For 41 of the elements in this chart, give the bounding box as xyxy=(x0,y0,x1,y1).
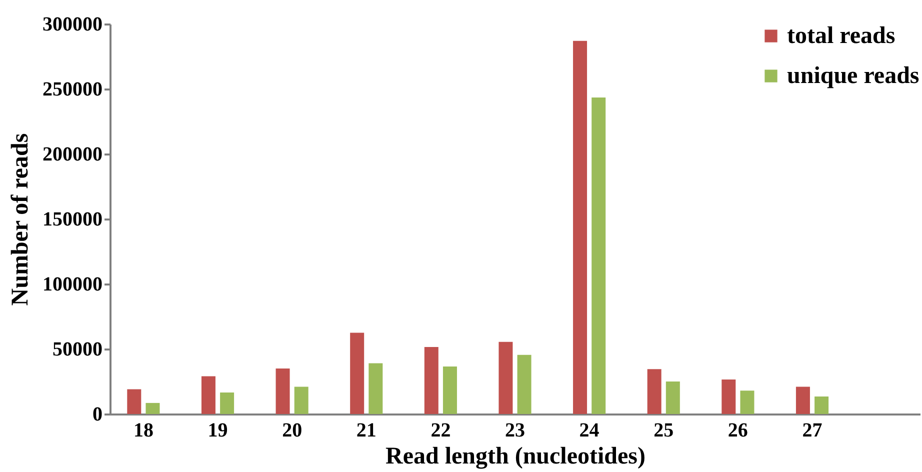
x-tick-label: 22 xyxy=(430,420,451,442)
legend-label: unique reads xyxy=(787,63,920,89)
bar xyxy=(517,354,532,414)
y-tick-label: 50000 xyxy=(52,338,102,360)
x-tick-label: 19 xyxy=(208,420,228,442)
y-tick-label: 250000 xyxy=(42,78,102,100)
x-tick-label: 24 xyxy=(579,420,600,442)
y-tick-label: 0 xyxy=(92,404,102,426)
x-tick-label: 21 xyxy=(356,420,376,442)
bar xyxy=(592,97,606,414)
x-tick-label: 23 xyxy=(505,420,525,442)
x-tick-label: 26 xyxy=(728,420,748,442)
bar xyxy=(368,363,383,414)
bar xyxy=(740,390,754,414)
bar xyxy=(276,368,290,414)
y-tick-label: 200000 xyxy=(42,144,102,166)
bar xyxy=(573,40,588,414)
y-tick-label: 150000 xyxy=(42,208,102,230)
bar xyxy=(647,369,662,414)
bar xyxy=(127,389,142,414)
bar xyxy=(722,380,736,414)
bar xyxy=(796,386,810,414)
bar xyxy=(201,376,216,414)
bar xyxy=(220,392,234,414)
x-tick-label: 20 xyxy=(282,420,302,442)
y-axis-title: Number of reads xyxy=(8,133,34,306)
x-tick-label: 27 xyxy=(802,420,822,442)
bar xyxy=(294,386,308,414)
bar xyxy=(424,347,438,414)
x-axis-title: Read length (nucleotides) xyxy=(386,444,646,470)
x-tick-label: 18 xyxy=(133,420,154,442)
bar xyxy=(146,402,160,414)
bar xyxy=(814,396,829,414)
bar xyxy=(350,332,364,414)
legend-label: total reads xyxy=(787,23,896,49)
bar xyxy=(498,342,513,414)
y-tick-label: 300000 xyxy=(42,14,102,36)
bar xyxy=(666,382,680,414)
y-tick-label: 100000 xyxy=(42,274,102,296)
x-tick-label: 25 xyxy=(654,420,674,442)
bar xyxy=(442,366,457,414)
